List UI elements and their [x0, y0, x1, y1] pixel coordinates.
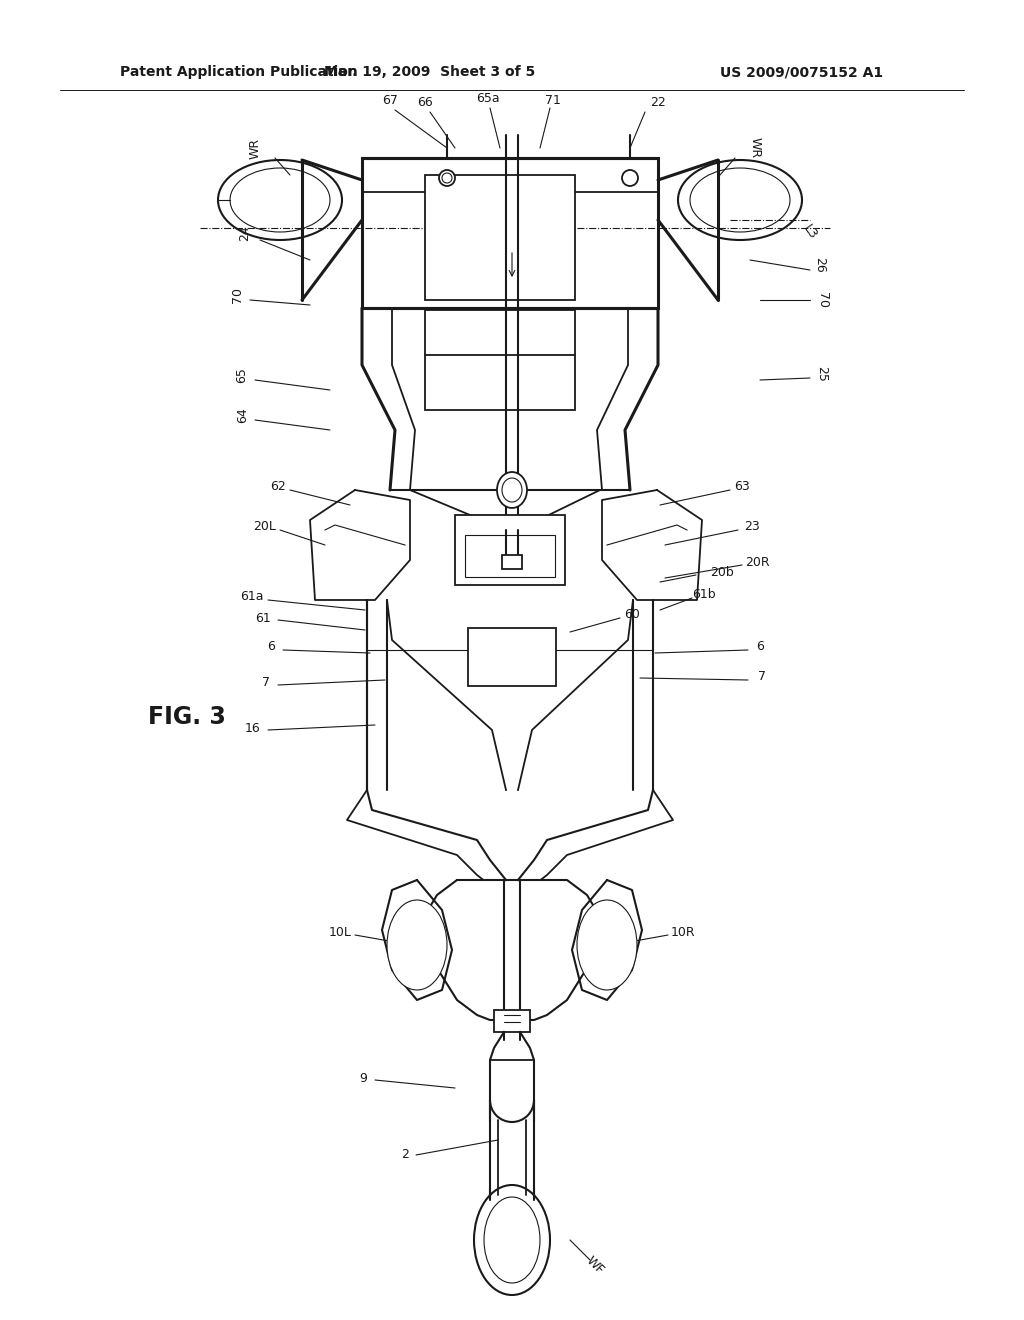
Text: WR: WR [249, 137, 261, 158]
Polygon shape [572, 880, 642, 1001]
Text: Patent Application Publication: Patent Application Publication [120, 65, 357, 79]
Bar [502, 554, 522, 569]
Text: 70: 70 [815, 292, 828, 308]
Text: 62: 62 [270, 480, 286, 494]
Ellipse shape [474, 1185, 550, 1295]
Ellipse shape [622, 170, 638, 186]
Text: WF: WF [584, 1254, 606, 1276]
Bar [425, 176, 575, 300]
Text: 63: 63 [734, 480, 750, 494]
Text: 65: 65 [236, 367, 249, 383]
Polygon shape [382, 880, 452, 1001]
Text: 61: 61 [255, 611, 271, 624]
Text: 61a: 61a [241, 590, 264, 603]
Text: 2: 2 [401, 1148, 409, 1162]
Polygon shape [310, 490, 410, 601]
Text: 20R: 20R [744, 556, 769, 569]
Text: 22: 22 [650, 96, 666, 110]
Ellipse shape [502, 478, 522, 502]
Text: 24: 24 [239, 226, 252, 240]
Text: Mar. 19, 2009  Sheet 3 of 5: Mar. 19, 2009 Sheet 3 of 5 [325, 65, 536, 79]
Polygon shape [422, 880, 602, 1020]
Ellipse shape [678, 160, 802, 240]
Text: 10R: 10R [671, 925, 695, 939]
Text: L3: L3 [801, 222, 819, 242]
Bar [362, 158, 658, 308]
Text: 7: 7 [262, 676, 270, 689]
Bar [494, 1010, 530, 1032]
Text: 26: 26 [813, 257, 826, 273]
Text: 16: 16 [245, 722, 261, 734]
Text: 25: 25 [815, 366, 828, 381]
Ellipse shape [497, 473, 527, 508]
Text: 71: 71 [545, 94, 561, 107]
Text: 20b: 20b [710, 565, 734, 578]
Text: 60: 60 [624, 607, 640, 620]
Ellipse shape [387, 900, 447, 990]
Text: 67: 67 [382, 94, 398, 107]
Text: 23: 23 [744, 520, 760, 533]
Bar [465, 535, 555, 577]
Text: 9: 9 [359, 1072, 367, 1085]
Text: 61b: 61b [692, 589, 716, 602]
Ellipse shape [439, 170, 455, 186]
Text: 6: 6 [756, 640, 764, 653]
Ellipse shape [442, 173, 452, 183]
Text: FIG. 3: FIG. 3 [148, 705, 226, 729]
Text: 66: 66 [417, 96, 433, 110]
Bar [455, 515, 565, 585]
Text: 64: 64 [237, 407, 250, 422]
Text: 7: 7 [758, 671, 766, 684]
Ellipse shape [577, 900, 637, 990]
Ellipse shape [218, 160, 342, 240]
Text: 6: 6 [267, 640, 274, 653]
Polygon shape [602, 490, 702, 601]
Text: 20L: 20L [254, 520, 276, 533]
Bar [468, 628, 556, 686]
Text: 10L: 10L [329, 925, 351, 939]
Text: WR: WR [749, 137, 762, 158]
Text: 70: 70 [231, 286, 245, 304]
Text: US 2009/0075152 A1: US 2009/0075152 A1 [720, 65, 883, 79]
Text: 65a: 65a [476, 92, 500, 106]
Ellipse shape [484, 1197, 540, 1283]
Bar [425, 310, 575, 411]
